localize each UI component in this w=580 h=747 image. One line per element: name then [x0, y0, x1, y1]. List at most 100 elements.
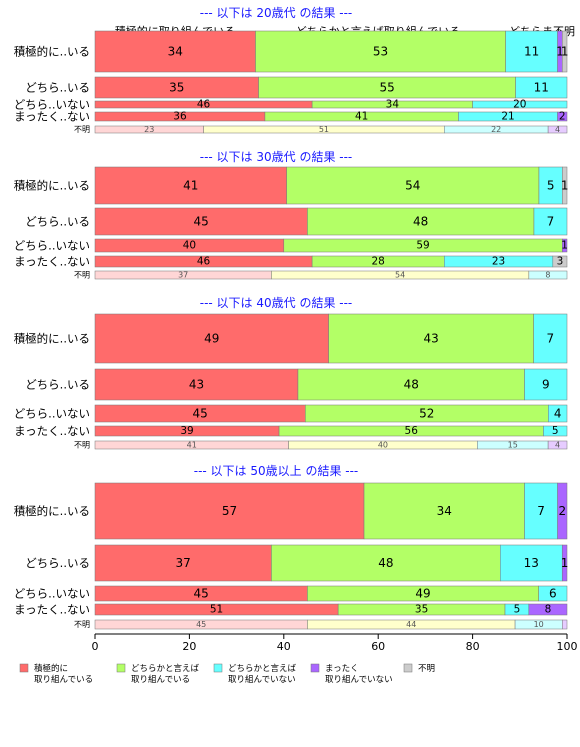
row-label: 積極的に..いる — [14, 45, 90, 59]
bar-segment — [94, 30, 256, 73]
data-label: 15 — [508, 441, 518, 450]
data-label: 48 — [404, 378, 419, 392]
data-label: 22 — [491, 125, 501, 134]
bar-segment — [94, 482, 365, 540]
data-label: 7 — [547, 215, 555, 229]
data-label: 34 — [386, 99, 400, 111]
legend-label: どちらかと言えば — [131, 663, 200, 674]
group-title: --- 以下は 40歳代 の結果 --- — [200, 296, 353, 310]
data-label: 1 — [561, 240, 568, 252]
data-label: 4 — [554, 407, 562, 421]
row-label: 不明 — [74, 441, 90, 450]
row-label: 積極的に..いる — [14, 504, 90, 518]
data-label: 28 — [372, 256, 385, 268]
legend-label: 取り組んでいない — [325, 674, 393, 685]
bar-segment — [543, 425, 568, 437]
row-label: 不明 — [74, 125, 90, 134]
data-label: 3 — [557, 256, 564, 268]
bar-segment — [524, 368, 568, 401]
x-tick-label: 20 — [182, 640, 196, 653]
data-label: 34 — [168, 45, 183, 59]
legend-label: どちらかと言えば — [228, 663, 297, 674]
legend-label: まったく — [325, 664, 359, 674]
bar-segment — [271, 544, 501, 582]
legend-swatch — [310, 663, 320, 673]
legend-label: 取り組んでいる — [34, 674, 93, 685]
bar-segment — [524, 482, 558, 540]
data-label: 48 — [378, 556, 393, 570]
data-label: 4 — [555, 125, 560, 134]
data-label: 40 — [378, 441, 388, 450]
bar-segment — [557, 482, 568, 540]
row-label: 不明 — [74, 620, 90, 629]
data-label: 1 — [561, 556, 569, 570]
data-label: 37 — [176, 556, 191, 570]
bar-segment — [328, 313, 534, 364]
row-label: どちら..いない — [14, 587, 90, 601]
data-label: 41 — [355, 111, 368, 123]
data-label: 37 — [178, 271, 188, 280]
bar-segment — [528, 603, 568, 616]
data-label: 36 — [173, 111, 187, 123]
data-label: 49 — [415, 587, 430, 601]
data-label: 55 — [379, 81, 394, 95]
group-title: --- 以下は 20歳代 の結果 --- — [200, 6, 353, 20]
data-label: 34 — [437, 504, 452, 518]
data-label: 13 — [524, 556, 539, 570]
bar-segment — [94, 368, 299, 401]
data-label: 43 — [423, 332, 438, 346]
bar-segment — [552, 255, 568, 268]
data-label: 1 — [561, 179, 569, 193]
data-label: 41 — [183, 179, 198, 193]
data-label: 46 — [197, 256, 211, 268]
group-title: --- 以下は 50歳以上 の結果 --- — [194, 464, 359, 478]
data-label: 6 — [549, 587, 557, 601]
bar-segment — [515, 76, 568, 99]
row-label: まったく..ない — [14, 255, 90, 269]
bar-segment — [94, 207, 308, 236]
data-label: 52 — [419, 407, 434, 421]
data-label: 56 — [405, 425, 419, 437]
data-label: 51 — [319, 125, 329, 134]
data-label: 11 — [524, 45, 539, 59]
legend-label: 積極的に — [34, 663, 68, 674]
bar-segment — [538, 585, 568, 602]
data-label: 7 — [537, 504, 545, 518]
x-tick-label: 0 — [92, 640, 99, 653]
data-label: 51 — [210, 604, 223, 616]
data-label: 8 — [545, 271, 550, 280]
bar-segment — [562, 30, 568, 73]
bar-segment — [533, 313, 568, 364]
bar-segment — [94, 166, 287, 205]
data-label: 45 — [193, 407, 208, 421]
data-label: 20 — [513, 99, 526, 111]
bar-segment — [557, 111, 568, 122]
x-tick-label: 80 — [466, 640, 480, 653]
data-label: 40 — [183, 240, 196, 252]
row-label: まったく..ない — [14, 424, 90, 438]
group-title: --- 以下は 30歳代 の結果 --- — [200, 150, 353, 164]
bar-segment — [547, 440, 568, 450]
bar-segment — [562, 238, 568, 253]
data-label: 59 — [416, 240, 429, 252]
row-label: どちら..いない — [14, 98, 90, 112]
data-label: 21 — [501, 111, 514, 123]
x-tick-label: 60 — [371, 640, 385, 653]
bar-segment — [297, 368, 525, 401]
legend-swatch — [19, 663, 29, 673]
data-label: 54 — [395, 271, 405, 280]
row-label: どちら..いない — [14, 239, 90, 253]
row-label: どちら..いる — [25, 556, 90, 570]
legend-swatch — [116, 663, 126, 673]
data-label: 49 — [204, 332, 219, 346]
bar-segment — [562, 619, 568, 630]
row-label: まったく..ない — [14, 603, 90, 617]
legend-swatch — [403, 663, 413, 673]
data-label: 35 — [415, 604, 428, 616]
bar-segment — [548, 404, 568, 423]
bar-segment — [561, 544, 568, 582]
data-label: 23 — [144, 125, 154, 134]
data-label: 4 — [555, 441, 560, 450]
bar-segment — [500, 544, 563, 582]
